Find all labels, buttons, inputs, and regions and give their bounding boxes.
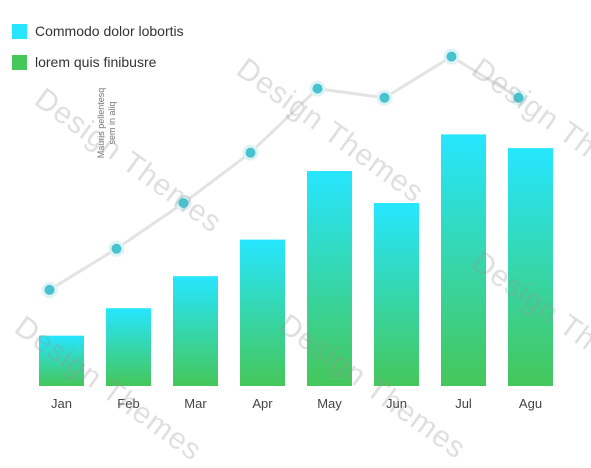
x-tick-label: Feb (117, 396, 139, 411)
x-tick-label: Jan (51, 396, 72, 411)
x-tick-label: Jul (455, 396, 472, 411)
line-point-agu[interactable] (510, 89, 527, 106)
legend: Commodo dolor lobortis lorem quis finibu… (12, 20, 184, 82)
bar-jan[interactable] (39, 335, 84, 386)
chart-canvas: Jan Feb Mar Apr May Jun Jul Agu (39, 48, 553, 411)
legend-swatch-bars (12, 23, 27, 39)
line-point-mar[interactable] (175, 195, 192, 211)
line-point-jul[interactable] (443, 48, 460, 65)
line-point-jun[interactable] (376, 89, 393, 106)
line-point-apr[interactable] (242, 144, 259, 161)
bar-mar[interactable] (173, 276, 218, 386)
y-axis-label-text: Mauris pellentesq sem in aliq (96, 87, 117, 159)
x-tick-label: Jun (386, 396, 407, 411)
line-series (48, 54, 520, 292)
bar-agu[interactable] (508, 148, 553, 386)
legend-item-line[interactable]: lorem quis finibusre (12, 51, 184, 73)
bar-jul[interactable] (441, 134, 486, 386)
bar-jun[interactable] (374, 203, 419, 386)
y-axis-label: Mauris pellentesq sem in aliq (96, 68, 118, 178)
bar-feb[interactable] (106, 308, 151, 386)
line-point-may[interactable] (309, 80, 326, 97)
x-tick-label: Apr (252, 396, 273, 411)
legend-swatch-line (12, 54, 27, 70)
bar-apr[interactable] (240, 239, 285, 386)
line-point-feb[interactable] (108, 240, 125, 257)
x-tick-label: May (317, 396, 342, 411)
line-point-jan[interactable] (41, 281, 58, 298)
legend-item-bars[interactable]: Commodo dolor lobortis (12, 20, 184, 42)
x-tick-label: Mar (184, 396, 207, 411)
legend-label-bars: Commodo dolor lobortis (35, 23, 184, 39)
legend-label-line: lorem quis finibusre (35, 54, 157, 70)
x-tick-label: Agu (519, 396, 542, 411)
bar-may[interactable] (307, 170, 352, 386)
